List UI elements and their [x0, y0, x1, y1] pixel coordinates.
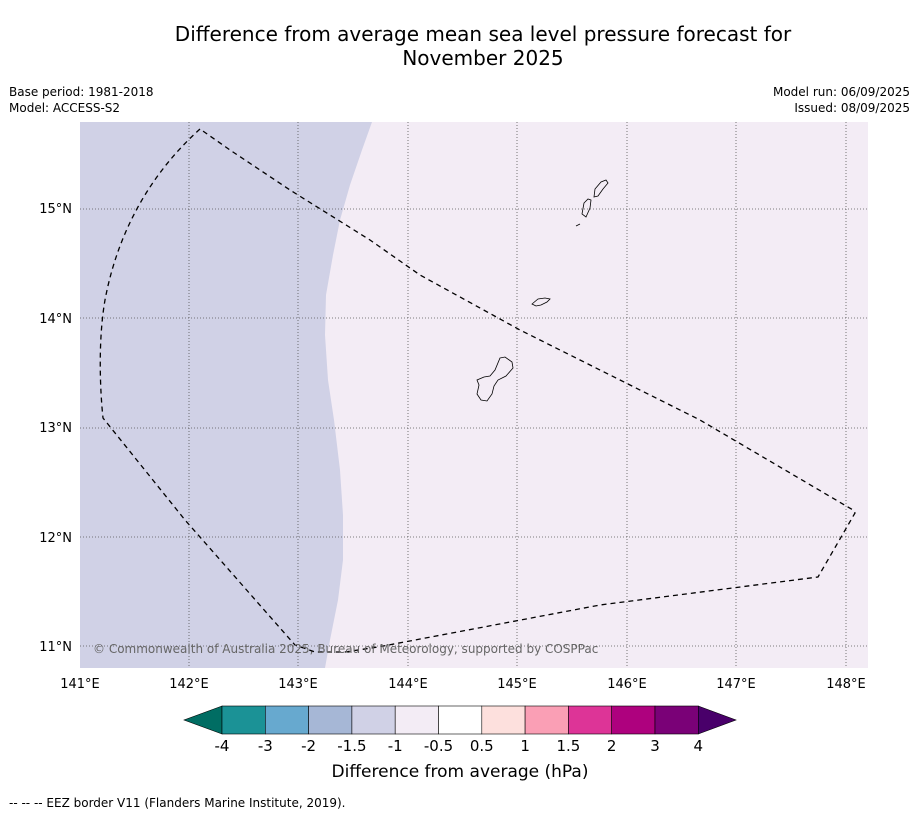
- model-name: Model: ACCESS-S2: [9, 101, 121, 115]
- colorbar-segment: [568, 705, 613, 735]
- base-period: Base period: 1981-2018: [9, 85, 154, 99]
- island-tinian: [581, 198, 592, 218]
- axis-labels: 141°E 142°E 143°E 144°E 145°E 146°E 147°…: [39, 202, 866, 692]
- band-minus-1.5-to-minus-1: [80, 122, 372, 668]
- colorbar-segment: [524, 705, 569, 735]
- lon-label: 142°E: [169, 677, 209, 692]
- lat-label: 14°N: [39, 312, 72, 327]
- colorbar-tick-label: -1.5: [337, 737, 366, 755]
- colorbar-extend-low: [183, 705, 223, 735]
- colorbar-segment: [481, 705, 526, 735]
- model-run: Model run: 06/09/2025: [772, 85, 910, 99]
- colorbar-tick-label: 1.5: [556, 737, 580, 755]
- lon-label: 146°E: [607, 677, 647, 692]
- chart-title: Difference from average mean sea level p…: [0, 22, 919, 70]
- colorbar: [183, 705, 737, 735]
- title-line-2: November 2025: [402, 46, 564, 70]
- lat-label: 13°N: [39, 421, 72, 436]
- colorbar-tick-label: -4: [215, 737, 230, 755]
- meta-left: Base period: 1981-2018 Model: ACCESS-S2: [9, 84, 154, 116]
- island-saipan: [593, 179, 609, 198]
- colorbar-tick-label: -2: [301, 737, 316, 755]
- lon-label: 148°E: [826, 677, 866, 692]
- title-line-1: Difference from average mean sea level p…: [174, 22, 792, 46]
- colorbar-tick-label: -3: [258, 737, 273, 755]
- lon-label: 147°E: [716, 677, 756, 692]
- colorbar-tick-label: 1: [520, 737, 530, 755]
- lat-label: 15°N: [39, 202, 72, 217]
- colorbar-tick-label: 3: [650, 737, 660, 755]
- lat-label: 12°N: [39, 531, 72, 546]
- footer-note: -- -- -- EEZ border V11 (Flanders Marine…: [9, 796, 346, 810]
- colorbar-segment: [654, 705, 699, 735]
- island-aguijan: [575, 223, 581, 227]
- colorbar-segment: [264, 705, 309, 735]
- lon-label: 144°E: [388, 677, 428, 692]
- colorbar-segment: [611, 705, 656, 735]
- colorbar-segment: [394, 705, 439, 735]
- colorbar-title: Difference from average (hPa): [331, 762, 589, 782]
- island-rota: [531, 297, 551, 307]
- meta-right: Model run: 06/09/2025 Issued: 08/09/2025: [773, 84, 910, 116]
- copyright-text: © Commonwealth of Australia 2025, Bureau…: [93, 642, 598, 656]
- colorbar-segment: [308, 705, 353, 735]
- colorbar-tick-label: -0.5: [424, 737, 453, 755]
- issued-date: Issued: 08/09/2025: [794, 101, 910, 115]
- island-guam: [476, 356, 514, 402]
- gridlines: [80, 122, 868, 668]
- map-area: [80, 122, 868, 668]
- colorbar-tick-label: -1: [388, 737, 403, 755]
- lon-label: 143°E: [278, 677, 318, 692]
- lat-label: 11°N: [39, 640, 72, 655]
- islands: [476, 179, 609, 402]
- eez-border: [99, 128, 856, 653]
- colorbar-segment: [438, 705, 483, 735]
- lon-label: 141°E: [60, 677, 100, 692]
- colorbar-tick-label: 0.5: [470, 737, 494, 755]
- lon-label: 145°E: [497, 677, 537, 692]
- colorbar-extend-high: [697, 705, 737, 735]
- colorbar-tick-label: 4: [694, 737, 704, 755]
- colorbar-tick-label: 2: [607, 737, 617, 755]
- colorbar-segment: [351, 705, 396, 735]
- colorbar-ticks: -4 -3 -2 -1.5 -1 -0.5 0.5 1 1.5 2 3 4: [215, 737, 704, 755]
- colorbar-segment: [221, 705, 266, 735]
